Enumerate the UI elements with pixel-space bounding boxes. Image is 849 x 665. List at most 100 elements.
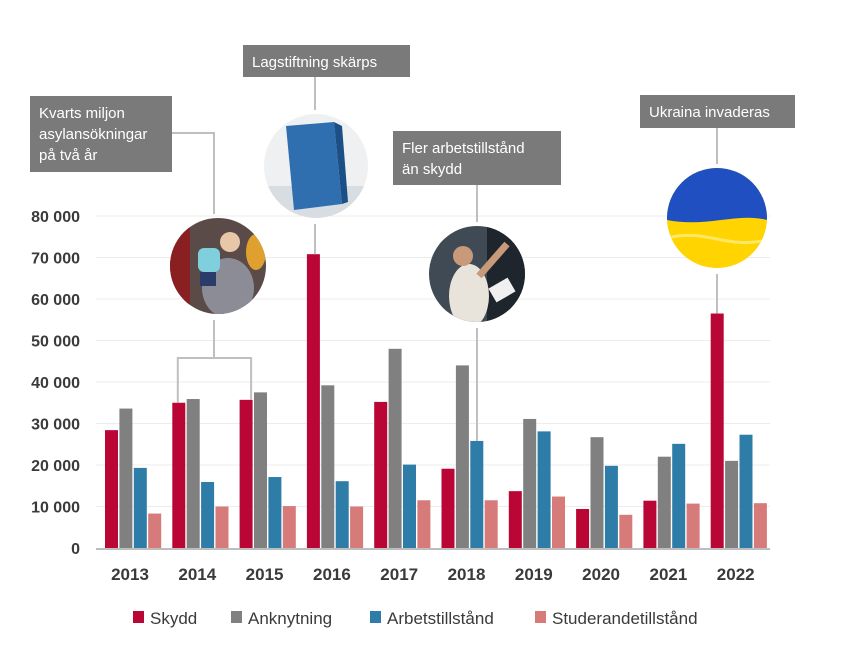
bar-studerandetillstånd-2013 [148,513,162,548]
y-tick-label: 20 000 [31,458,80,475]
legend-label: Studerandetillstånd [552,609,698,628]
bar-skydd-2018 [441,468,455,548]
annotation-leader-line [172,132,215,214]
bar-anknytning-2019 [523,418,537,548]
bar-anknytning-2013 [119,408,133,548]
bar-skydd-2014 [172,402,186,548]
bar-anknytning-2016 [321,385,335,548]
annotation-refugees-photo: Kvarts miljon asylansökningar på två år [30,96,266,403]
bar-arbetstillstånd-2020 [604,465,618,548]
annotation-ukraine-flag: Ukraina invaderas [640,95,795,314]
bar-arbetstillstånd-2013 [133,467,147,548]
annotation-box [30,96,172,172]
x-tick-label: 2014 [178,565,216,584]
y-tick-label: 80 000 [31,209,80,226]
legend-swatch-skydd [133,611,144,623]
photo-shape [200,272,216,286]
bar-anknytning-2022 [725,460,739,548]
annotation-text: Fler arbetstillstånd [402,140,525,157]
legend-swatch-arbetstillstånd [370,611,381,623]
x-tick-label: 2021 [649,565,687,584]
bar-anknytning-2020 [590,437,604,548]
legend-label: Arbetstillstånd [387,609,494,628]
bar-skydd-2016 [306,254,320,548]
annotation-text: på två år [39,147,97,164]
x-tick-label: 2019 [515,565,553,584]
bars [105,254,767,548]
annotation-worker-photo: Fler arbetstillstånd än skydd [393,131,561,441]
bar-anknytning-2017 [388,348,402,548]
photo-shape [453,246,473,266]
y-tick-label: 30 000 [31,417,80,434]
bar-arbetstillstånd-2021 [672,443,686,548]
bar-studerandetillstånd-2020 [619,514,633,548]
x-tick-label: 2020 [582,565,620,584]
legend: Skydd Anknytning Arbetstillstånd Studerande… [133,609,698,628]
x-tick-label: 2018 [448,565,486,584]
flag-fold [667,233,767,245]
photo-shape [198,248,220,272]
x-tick-label: 2022 [717,565,755,584]
bar-studerandetillstånd-2016 [350,506,364,548]
photo-shape [334,122,348,204]
photo-shape [449,264,489,322]
photo-shape [286,122,342,210]
bar-arbetstillstånd-2014 [201,482,215,548]
ukraine-flag [667,168,767,268]
tick-labels: 0 10 000 20 000 30 000 40 000 50 000 60 000 70 … [31,209,755,584]
annotation-text: Ukraina invaderas [649,104,770,121]
bar-arbetstillstånd-2015 [268,477,282,548]
y-tick-label: 50 000 [31,334,80,351]
annotation-text: än skydd [402,161,462,178]
bar-skydd-2017 [374,401,388,548]
bar-skydd-2022 [710,313,724,548]
x-tick-label: 2016 [313,565,351,584]
photo-shape [487,226,525,322]
bar-studerandetillstånd-2015 [282,506,296,548]
annotation-bracket [176,357,253,403]
annotation-law-book-photo: Lagstiftning skärps [243,45,410,255]
x-tick-label: 2013 [111,565,149,584]
bar-anknytning-2021 [657,456,671,548]
bar-arbetstillstånd-2017 [403,464,416,548]
annotation-text: Kvarts miljon [39,105,125,122]
y-tick-label: 60 000 [31,292,80,309]
bar-skydd-2021 [643,500,657,548]
bar-studerandetillstånd-2017 [417,500,431,548]
x-tick-label: 2017 [380,565,418,584]
legend-label: Anknytning [248,609,332,628]
bar-skydd-2020 [576,508,590,548]
annotation-box [393,131,561,185]
y-tick-label: 10 000 [31,500,80,517]
photo-shape [220,232,240,252]
bar-studerandetillstånd-2019 [552,496,565,548]
annotation-box [243,45,410,77]
bar-arbetstillstånd-2022 [739,434,753,548]
bar-anknytning-2015 [254,392,267,548]
bar-studerandetillstånd-2014 [215,506,229,548]
photo-shape [246,234,266,270]
x-tick-label: 2015 [246,565,284,584]
bar-arbetstillstånd-2016 [335,481,349,548]
photo-shape [476,241,510,279]
annotation-text: asylansökningar [39,126,147,143]
bar-skydd-2013 [105,430,118,548]
worker-photo [429,226,525,322]
bar-studerandetillstånd-2018 [484,500,498,548]
refugees-photo [170,218,266,314]
y-tick-label: 40 000 [31,375,80,392]
flag-blue [667,168,767,223]
bar-studerandetillstånd-2021 [686,503,700,548]
y-tick-label: 70 000 [31,251,80,268]
legend-label: Skydd [150,609,197,628]
bar-skydd-2015 [239,399,253,548]
y-tick-label: 0 [71,541,80,558]
law-book-photo [264,114,368,218]
annotations: Kvarts miljon asylansökningar på två år Lag… [30,45,795,441]
bar-arbetstillstånd-2019 [537,431,551,548]
annotation-box [640,95,795,128]
legend-swatch-anknytning [231,611,242,623]
legend-swatch-studerandetillstånd [535,611,546,623]
annotation-text: Lagstiftning skärps [252,54,377,71]
